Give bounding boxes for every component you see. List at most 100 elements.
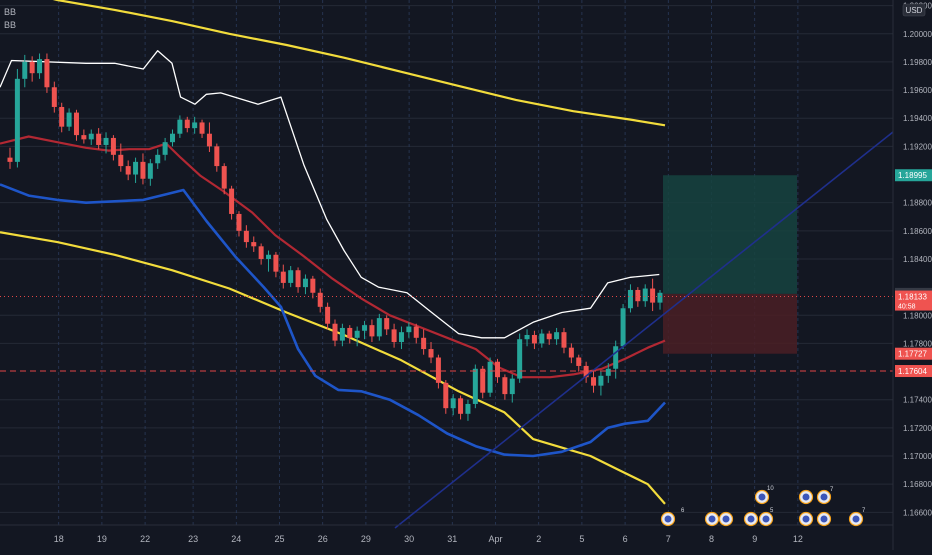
calendar-event-icon[interactable] bbox=[704, 511, 720, 527]
overlays[interactable] bbox=[0, 131, 894, 529]
event-count: 5 bbox=[770, 508, 774, 514]
event-icons[interactable]: 6 5 7 10 7 bbox=[660, 486, 867, 527]
candle-body bbox=[517, 339, 523, 379]
price-label-tag[interactable]: 1.17727 bbox=[895, 347, 932, 360]
candle-body bbox=[421, 337, 427, 350]
currency-badge[interactable]: USD bbox=[902, 3, 926, 17]
candle-body bbox=[458, 398, 464, 414]
calendar-event-icon[interactable] bbox=[816, 489, 832, 505]
price-label-text: 1.17604 bbox=[898, 367, 927, 376]
candle-body bbox=[605, 368, 611, 376]
price-tick-label: 1.17200 bbox=[903, 424, 932, 433]
time-tick-label: 22 bbox=[140, 534, 150, 544]
candle-body bbox=[546, 333, 552, 340]
time-tick-label: 12 bbox=[793, 534, 803, 544]
middle-band bbox=[0, 135, 666, 379]
candle-body bbox=[22, 61, 28, 79]
candle-body bbox=[539, 333, 545, 344]
candle-body bbox=[398, 332, 404, 343]
candle-body bbox=[465, 403, 471, 414]
price-label-tag[interactable]: 1.18995 bbox=[895, 169, 932, 182]
candle-body bbox=[258, 246, 264, 259]
loss-zone[interactable] bbox=[663, 293, 797, 354]
candle-body bbox=[96, 133, 102, 145]
event-icon-inner bbox=[762, 515, 770, 523]
indicator-label-1[interactable]: BB bbox=[4, 7, 16, 17]
calendar-event-icon[interactable] bbox=[660, 511, 676, 527]
candle-body bbox=[531, 334, 537, 344]
price-tick-label: 1.17800 bbox=[903, 339, 932, 348]
price-tick-label: 1.16800 bbox=[903, 480, 932, 489]
candle-body bbox=[362, 325, 368, 331]
candle-body bbox=[206, 133, 212, 147]
price-tick-label: 1.18600 bbox=[903, 227, 932, 236]
time-tick-label: 2 bbox=[536, 534, 541, 544]
calendar-event-icon[interactable] bbox=[743, 511, 759, 527]
trendline[interactable] bbox=[394, 131, 894, 529]
event-icon-inner bbox=[852, 515, 860, 523]
indicator-label-2[interactable]: BB bbox=[4, 20, 16, 30]
time-tick-label: 18 bbox=[54, 534, 64, 544]
candle-body bbox=[583, 365, 589, 378]
currency-label: USD bbox=[906, 6, 923, 15]
calendar-event-icon[interactable] bbox=[798, 511, 814, 527]
time-axis[interactable]: 18 19 22 23 24 25 26 29 30 31 Apr 2 5 6 7 8 9 12 bbox=[0, 524, 893, 544]
candle-body bbox=[37, 59, 43, 74]
calendar-event-icon[interactable] bbox=[816, 511, 832, 527]
candle-body bbox=[29, 61, 35, 74]
candle-body bbox=[66, 112, 72, 127]
candle-body bbox=[155, 154, 161, 164]
time-tick-label: Apr bbox=[488, 534, 502, 544]
candle-body bbox=[554, 332, 560, 340]
candle-body bbox=[642, 288, 648, 302]
calendar-event-icon[interactable] bbox=[758, 511, 774, 527]
candle-body bbox=[288, 270, 294, 283]
candle-body bbox=[354, 330, 360, 338]
time-tick-label: 29 bbox=[361, 534, 371, 544]
price-tick-label: 1.16600 bbox=[903, 508, 932, 517]
price-tick-label: 1.19600 bbox=[903, 86, 932, 95]
event-icon-inner bbox=[820, 493, 828, 501]
candle-body bbox=[317, 292, 323, 307]
time-tick-label: 26 bbox=[318, 534, 328, 544]
candle-body bbox=[391, 329, 397, 343]
candle-body bbox=[495, 361, 500, 378]
candle-body bbox=[487, 361, 493, 393]
candle-body bbox=[435, 357, 441, 383]
calendar-event-icon[interactable] bbox=[848, 511, 864, 527]
event-icon-inner bbox=[802, 493, 810, 501]
candle-body bbox=[347, 327, 353, 338]
calendar-event-icon[interactable] bbox=[798, 489, 814, 505]
candle-body bbox=[44, 59, 50, 88]
calendar-event-icon[interactable] bbox=[754, 489, 770, 505]
candle-body bbox=[650, 288, 656, 303]
event-icon-inner bbox=[820, 515, 828, 523]
time-tick-label: 5 bbox=[579, 534, 584, 544]
candle-body bbox=[502, 377, 508, 395]
price-tick-label: 1.17000 bbox=[903, 452, 932, 461]
candle-body bbox=[613, 346, 619, 369]
countdown-text: 40:58 bbox=[898, 304, 916, 311]
candle-body bbox=[118, 154, 124, 167]
candle-body bbox=[406, 326, 412, 333]
price-label-tag[interactable]: 1.17604 bbox=[895, 365, 932, 378]
calendar-event-icon[interactable] bbox=[718, 511, 734, 527]
candle-body bbox=[125, 166, 131, 175]
price-tick-label: 1.17400 bbox=[903, 396, 932, 405]
price-tick-label: 1.19800 bbox=[903, 58, 932, 67]
candle-body bbox=[214, 146, 220, 167]
profit-zone[interactable] bbox=[663, 175, 797, 294]
price-label-bg bbox=[895, 290, 932, 311]
candle-body bbox=[243, 230, 249, 243]
candle-body bbox=[339, 327, 345, 341]
position-zone[interactable] bbox=[663, 175, 797, 354]
price-axis[interactable]: 1.202001.200001.198001.196001.194001.192… bbox=[892, 0, 932, 550]
grid bbox=[0, 0, 893, 525]
candle-body bbox=[332, 323, 338, 341]
candle-body bbox=[428, 349, 434, 358]
price-label-tag[interactable]: 1.18133 40:58 bbox=[895, 290, 932, 311]
candle-body bbox=[325, 306, 331, 324]
candle-body bbox=[591, 377, 597, 386]
